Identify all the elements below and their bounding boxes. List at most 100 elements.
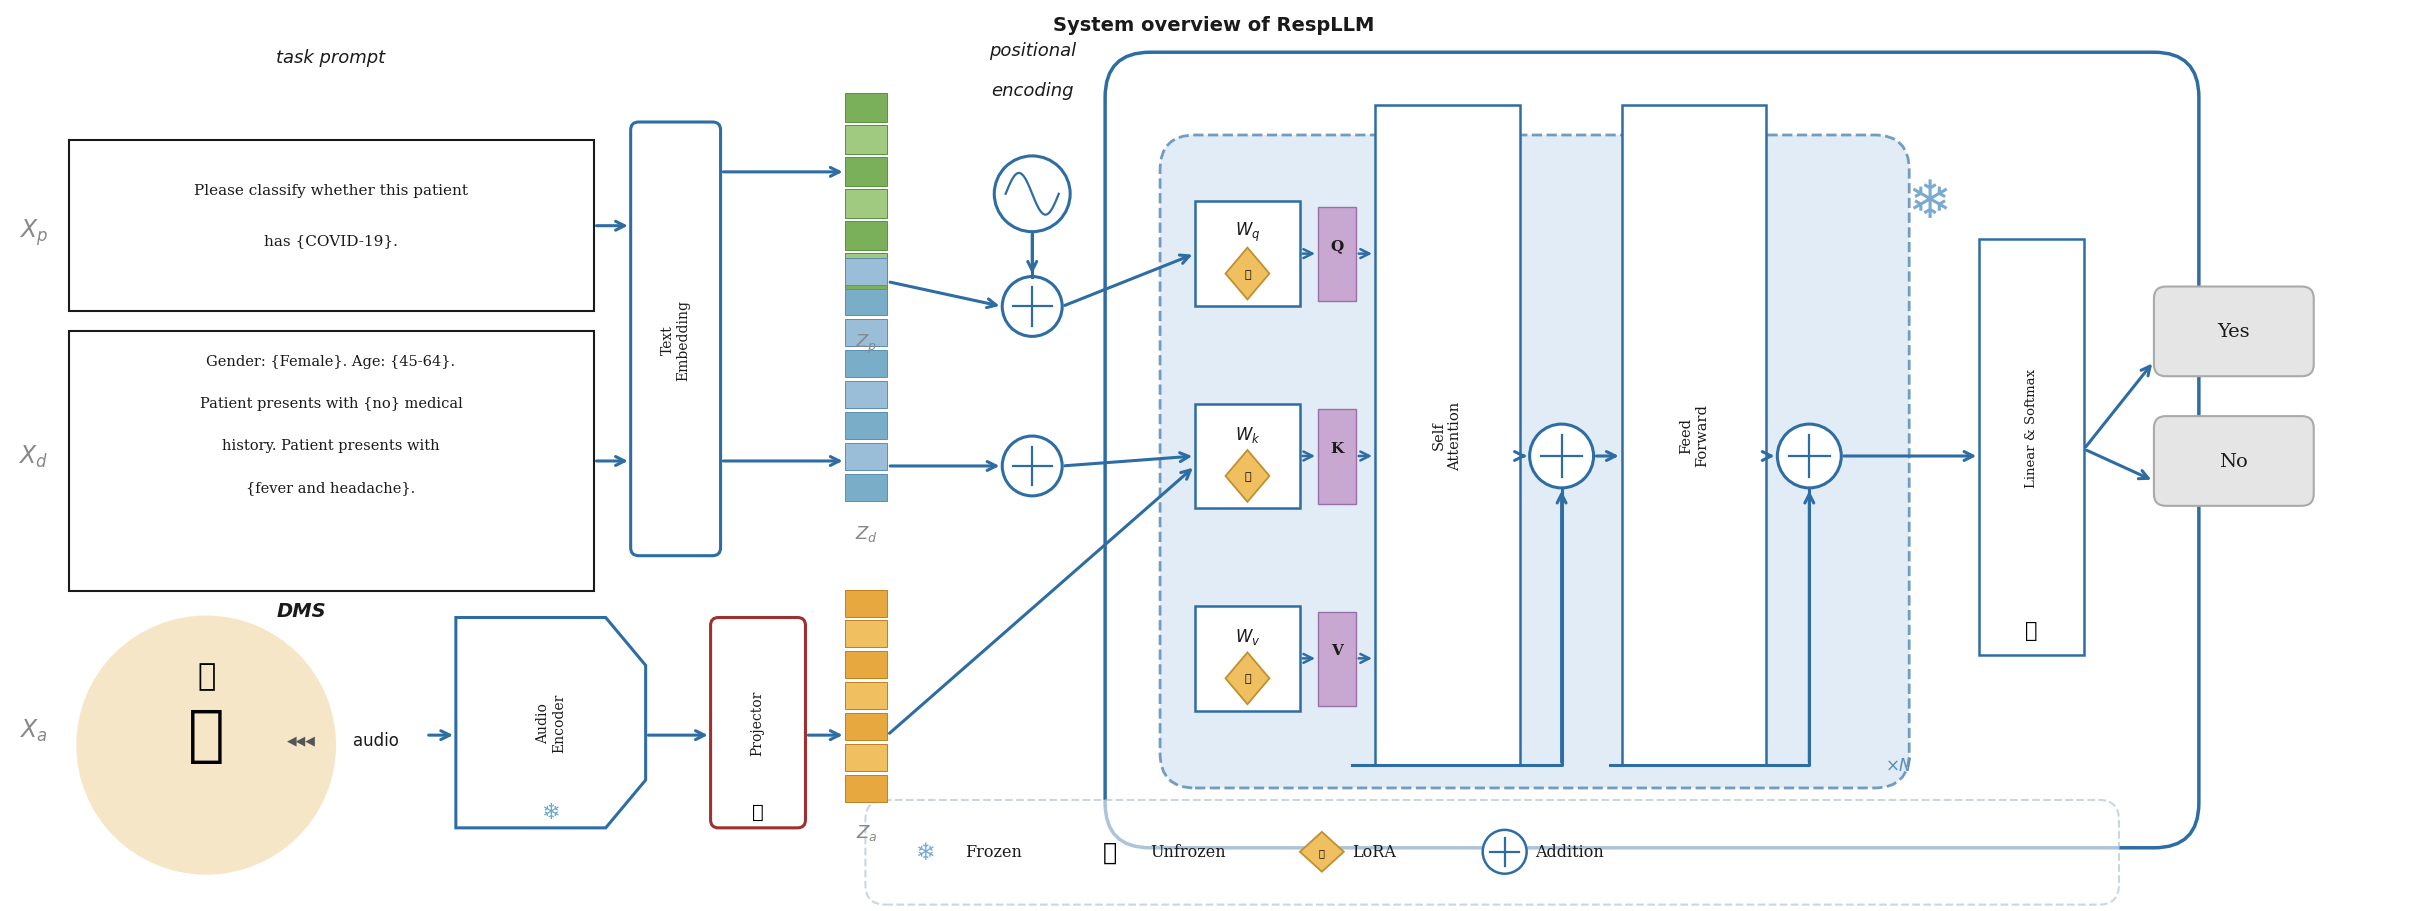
Bar [845, 413, 886, 440]
Text: $Z_p$: $Z_p$ [855, 333, 877, 355]
Ellipse shape [75, 616, 335, 875]
Text: $X_d$: $X_d$ [19, 444, 49, 469]
Text: $W_v$: $W_v$ [1236, 627, 1260, 647]
Text: Frozen: Frozen [966, 844, 1022, 860]
Text: 🔥: 🔥 [1318, 847, 1326, 857]
Text: 🎧: 🎧 [197, 661, 216, 690]
Text: ❄: ❄ [541, 802, 561, 822]
Bar [845, 620, 886, 648]
Text: 🔥: 🔥 [2025, 620, 2037, 640]
Circle shape [1484, 830, 1527, 874]
Text: LoRA: LoRA [1352, 844, 1396, 860]
Text: $W_k$: $W_k$ [1236, 425, 1260, 445]
Bar [1318, 410, 1355, 505]
Text: No: No [2219, 453, 2248, 470]
Text: $X_p$: $X_p$ [19, 217, 49, 248]
Text: Q: Q [1331, 240, 1343, 253]
Text: Text
Embedding: Text Embedding [660, 300, 690, 381]
Bar [1318, 612, 1355, 706]
Bar [845, 713, 886, 741]
Text: $X_a$: $X_a$ [19, 717, 49, 743]
Text: 🔥: 🔥 [1102, 840, 1117, 864]
Bar [845, 259, 886, 285]
Text: Patient presents with {no} medical: Patient presents with {no} medical [199, 396, 461, 411]
FancyBboxPatch shape [864, 800, 2120, 905]
Text: V: V [1331, 644, 1343, 658]
Bar [845, 775, 886, 802]
Bar [70, 141, 595, 312]
Text: positional: positional [988, 42, 1076, 60]
Text: 🔥: 🔥 [1243, 673, 1250, 683]
Bar [845, 158, 886, 187]
Text: K: K [1331, 442, 1343, 456]
Bar [845, 744, 886, 772]
Text: $Z_a$: $Z_a$ [855, 822, 877, 842]
Text: audio: audio [352, 732, 398, 750]
Bar [1318, 208, 1355, 302]
Text: ◀◀◀: ◀◀◀ [287, 734, 316, 747]
Circle shape [1003, 436, 1061, 496]
Text: Projector: Projector [750, 690, 765, 755]
Text: {fever and headache}.: {fever and headache}. [245, 480, 415, 495]
Text: has {COVID-19}.: has {COVID-19}. [265, 233, 398, 248]
Text: ❄: ❄ [915, 840, 935, 864]
Bar [845, 351, 886, 378]
Bar [1622, 106, 1765, 765]
Polygon shape [456, 618, 646, 828]
Text: 🔥: 🔥 [1243, 471, 1250, 481]
FancyBboxPatch shape [711, 618, 806, 828]
Bar [70, 332, 595, 591]
Circle shape [1003, 277, 1061, 337]
Text: $W_q$: $W_q$ [1236, 220, 1260, 244]
Polygon shape [1299, 832, 1343, 872]
Bar [845, 682, 886, 710]
Bar [1374, 106, 1520, 765]
Text: Please classify whether this patient: Please classify whether this patient [194, 184, 469, 198]
Polygon shape [1226, 249, 1270, 300]
Bar [845, 289, 886, 316]
Bar [1195, 202, 1299, 307]
Text: 🔥: 🔥 [753, 803, 762, 822]
Text: Feed
Forward: Feed Forward [1678, 404, 1709, 467]
Text: Addition: Addition [1534, 844, 1602, 860]
Text: $\times N$: $\times N$ [1884, 756, 1913, 774]
Text: Gender: {Female}. Age: {45-64}.: Gender: {Female}. Age: {45-64}. [206, 355, 456, 369]
Text: Self
Attention: Self Attention [1433, 401, 1462, 470]
Bar [845, 320, 886, 347]
Circle shape [993, 157, 1071, 232]
Text: ❄: ❄ [1906, 177, 1952, 229]
FancyBboxPatch shape [2154, 416, 2314, 507]
Bar [845, 651, 886, 679]
FancyBboxPatch shape [1105, 53, 2200, 848]
Bar [845, 590, 886, 617]
Bar [845, 94, 886, 123]
Bar [1195, 607, 1299, 711]
Bar [845, 253, 886, 282]
Circle shape [1777, 425, 1840, 488]
FancyBboxPatch shape [2154, 287, 2314, 377]
FancyBboxPatch shape [631, 123, 721, 556]
Text: encoding: encoding [991, 82, 1073, 100]
Text: Unfrozen: Unfrozen [1151, 844, 1226, 860]
Polygon shape [1226, 451, 1270, 502]
Text: $Z_d$: $Z_d$ [855, 523, 879, 543]
Text: 🔥: 🔥 [1243, 270, 1250, 280]
Polygon shape [1226, 652, 1270, 704]
Bar [845, 126, 886, 155]
Bar [845, 285, 886, 314]
Text: 🧍: 🧍 [187, 706, 223, 765]
FancyBboxPatch shape [1161, 136, 1908, 788]
Bar [1195, 404, 1299, 508]
Text: System overview of RespLLM: System overview of RespLLM [1054, 15, 1374, 35]
Circle shape [1530, 425, 1593, 488]
Text: DMS: DMS [277, 601, 325, 620]
Text: history. Patient presents with: history. Patient presents with [223, 438, 439, 453]
Text: Audio
Encoder: Audio Encoder [537, 692, 566, 752]
Bar [845, 189, 886, 219]
Bar [845, 221, 886, 251]
Text: Yes: Yes [2217, 323, 2251, 341]
Bar [845, 475, 886, 501]
Bar [1979, 240, 2083, 656]
Text: task prompt: task prompt [277, 49, 386, 67]
Bar [845, 382, 886, 409]
